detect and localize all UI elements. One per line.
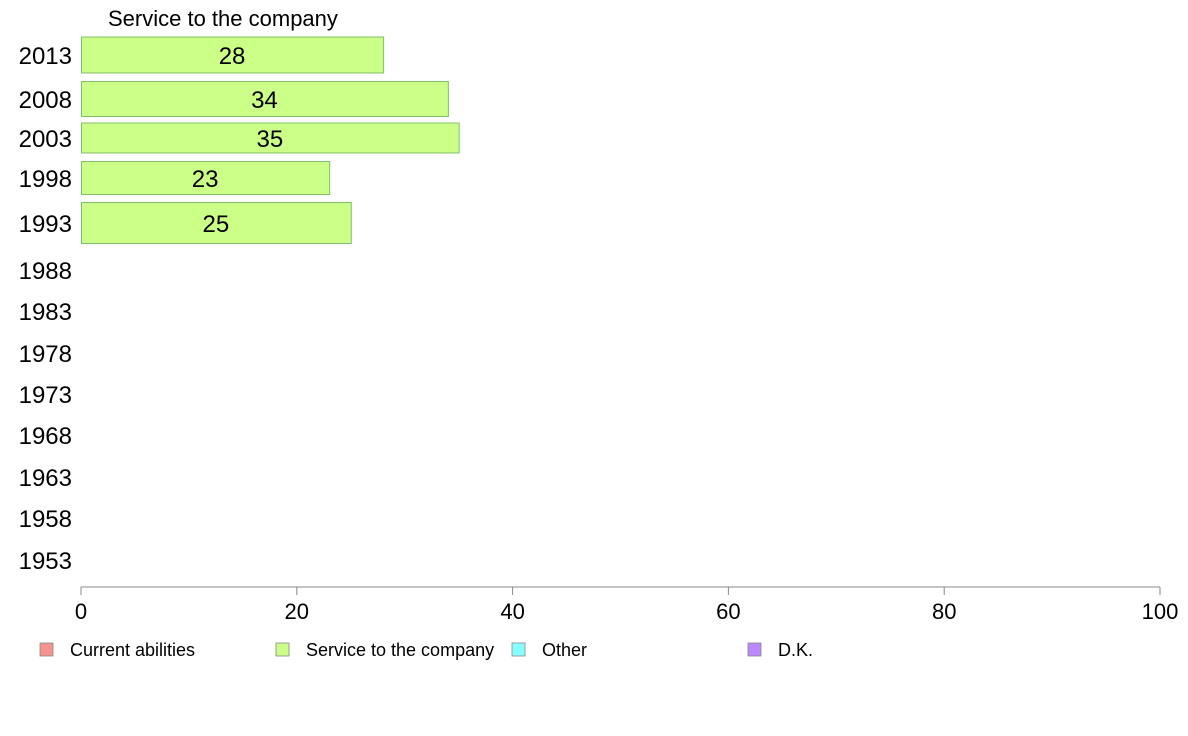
legend-item-1: Service to the company <box>275 640 494 660</box>
year-labels: 2013 2008 2003 1998 1993 1988 1983 1978 1973 1968… <box>19 43 72 575</box>
legend-label-2: Other <box>542 640 587 660</box>
x-tick-label-20: 20 <box>285 599 309 624</box>
legend: Current abilities Service to the company O… <box>39 640 813 660</box>
value-label-1993: 25 <box>203 211 230 238</box>
bar-2008 <box>81 81 449 117</box>
year-label-2008: 2008 <box>19 87 72 114</box>
x-tick-label-0: 0 <box>75 599 87 624</box>
year-label-1963: 1963 <box>19 465 72 492</box>
x-axis: 0 20 40 60 80 100 <box>75 586 1179 624</box>
year-label-2013: 2013 <box>19 43 72 70</box>
x-tick-label-60: 60 <box>716 599 740 624</box>
bar-2003 <box>81 122 460 154</box>
legend-label-3: D.K. <box>778 640 813 660</box>
year-label-1958: 1958 <box>19 506 72 533</box>
value-label-2013: 28 <box>219 43 246 70</box>
legend-swatch-1 <box>275 642 290 657</box>
value-label-1998: 23 <box>192 166 219 193</box>
legend-item-0: Current abilities <box>39 640 195 660</box>
year-label-1988: 1988 <box>19 258 72 285</box>
legend-item-2: Other <box>511 640 587 660</box>
value-label-2008: 34 <box>251 87 278 114</box>
year-label-1993: 1993 <box>19 211 72 238</box>
year-label-1983: 1983 <box>19 299 72 326</box>
legend-swatch-2 <box>511 642 526 657</box>
legend-swatch-0 <box>39 642 54 657</box>
chart-title: Service to the company <box>108 6 338 31</box>
legend-label-1: Service to the company <box>306 640 494 660</box>
year-label-1953: 1953 <box>19 548 72 575</box>
year-label-1973: 1973 <box>19 382 72 409</box>
bar-1993 <box>81 202 352 244</box>
x-tick-label-100: 100 <box>1142 599 1179 624</box>
legend-swatch-3 <box>747 642 762 657</box>
legend-label-0: Current abilities <box>70 640 195 660</box>
bars <box>81 36 460 244</box>
year-label-2003: 2003 <box>19 126 72 153</box>
year-label-1998: 1998 <box>19 166 72 193</box>
year-label-1968: 1968 <box>19 423 72 450</box>
legend-item-3: D.K. <box>747 640 813 660</box>
x-tick-label-80: 80 <box>932 599 956 624</box>
bar-2013 <box>81 36 385 74</box>
year-label-1978: 1978 <box>19 341 72 368</box>
bar-1998 <box>81 161 331 195</box>
value-label-2003: 35 <box>256 126 283 153</box>
x-tick-label-40: 40 <box>500 599 524 624</box>
